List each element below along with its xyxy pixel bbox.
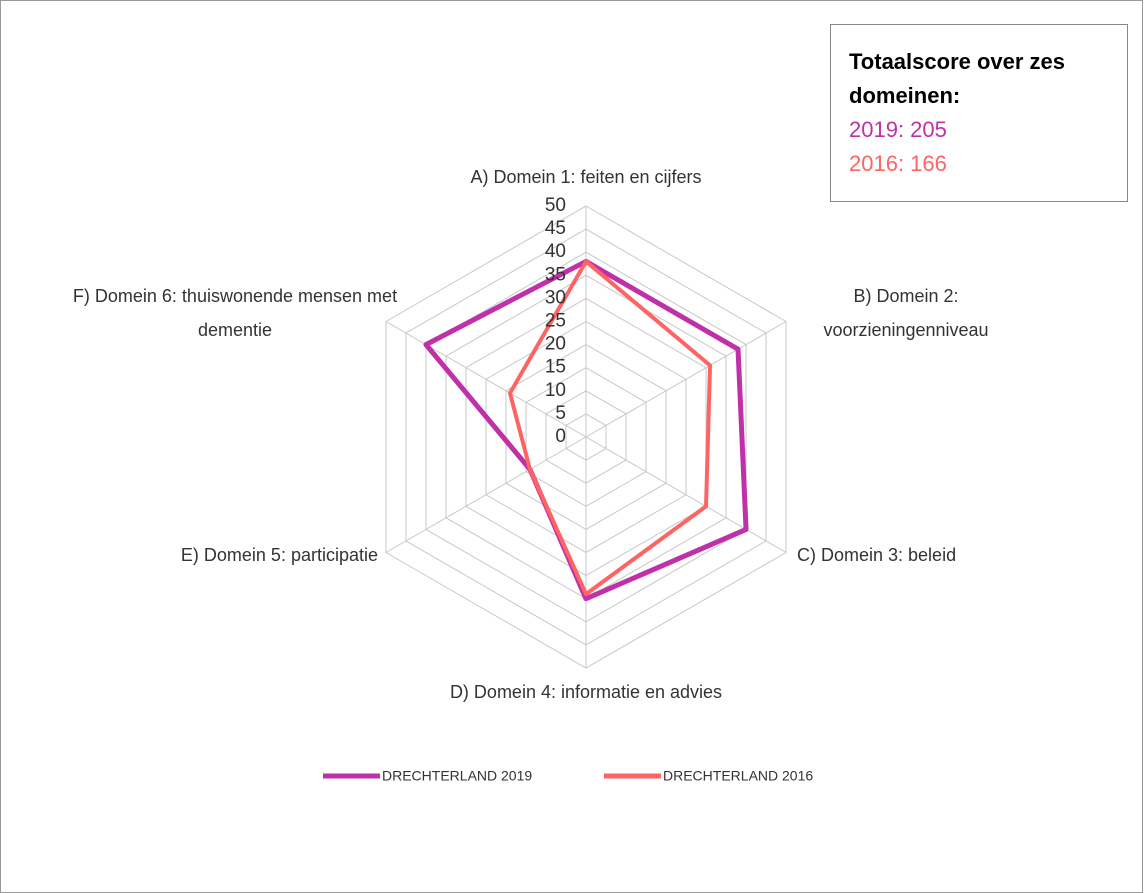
tick-label: 25 [545,311,566,332]
tick-label: 50 [545,195,566,216]
category-label: F) Domein 6: thuiswonende mensen met dem… [72,286,398,340]
spoke [385,436,587,553]
spoke [585,321,787,438]
tick-label: 35 [545,264,566,285]
legend-label: DRECHTERLAND 2016 [663,768,813,784]
series-line [423,258,749,602]
tick-label: 20 [545,334,566,355]
tick-label: 40 [545,241,566,262]
tick-label: 15 [545,357,566,378]
annotation-title: Totaalscore over zes domeinen: [849,49,1066,108]
category-label: B) Domein 2: voorzieningenniveau [823,286,989,340]
category-label: C) Domein 3: beleid [797,545,957,565]
legend-label: DRECHTERLAND 2019 [382,768,532,784]
tick-label: 0 [555,426,566,447]
spoke [385,321,587,438]
annotation-box: Totaalscore over zes domeinen: 2019: 205… [830,24,1128,202]
tick-label: 45 [545,218,566,239]
annotation-line: 2016: 166 [849,151,947,176]
annotation-line: 2019: 205 [849,117,947,142]
spoke [585,436,787,553]
series-line [507,259,713,597]
category-label: D) Domein 4: informatie en advies [449,682,723,702]
tick-label: 10 [545,380,566,401]
category-label: E) Domein 5: participatie [180,545,378,565]
category-label: A) Domein 1: feiten en cijfers [470,167,702,187]
tick-label: 5 [555,403,566,424]
tick-label: 30 [545,287,566,308]
